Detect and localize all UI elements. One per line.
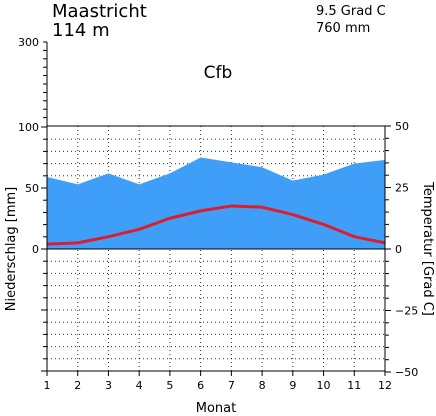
x-tick-label: 6 bbox=[197, 379, 204, 392]
left-tick-label: 0 bbox=[32, 243, 39, 256]
right-tick-label: 25 bbox=[395, 182, 409, 195]
left-tick-label: 300 bbox=[18, 36, 39, 49]
right-tick-label: −50 bbox=[395, 366, 418, 379]
x-tick-label: 10 bbox=[317, 379, 331, 392]
station-elevation: 114 m bbox=[52, 20, 110, 41]
axes bbox=[41, 41, 391, 376]
y-axis-label-right: Temperatur [Grad C] bbox=[420, 181, 435, 316]
temperature-line bbox=[46, 204, 386, 246]
station-name: Maastricht bbox=[52, 1, 147, 22]
x-tick-label: 11 bbox=[347, 379, 361, 392]
left-tick-label: 50 bbox=[25, 182, 39, 195]
x-tick-label: 9 bbox=[289, 379, 296, 392]
climate-class-label: Cfb bbox=[204, 63, 233, 83]
x-tick-label: 8 bbox=[259, 379, 266, 392]
right-tick-label: −25 bbox=[395, 305, 418, 318]
x-tick-label: 1 bbox=[44, 379, 51, 392]
x-tick-label: 4 bbox=[136, 379, 143, 392]
x-axis-label: Monat bbox=[196, 401, 236, 416]
right-tick-label: 50 bbox=[395, 120, 409, 133]
right-tick-label: 0 bbox=[395, 243, 402, 256]
x-tick-label: 3 bbox=[105, 379, 112, 392]
annual-precipitation: 760 mm bbox=[316, 21, 371, 36]
x-tick-label: 2 bbox=[74, 379, 81, 392]
x-tick-label: 12 bbox=[378, 379, 392, 392]
x-tick-label: 7 bbox=[228, 379, 235, 392]
left-tick-label: 100 bbox=[18, 121, 39, 134]
y-axis-label-left: Niederschlag [mm] bbox=[4, 187, 19, 312]
annual-mean-temperature: 9.5 Grad C bbox=[316, 4, 386, 19]
precipitation-area bbox=[47, 157, 385, 249]
x-tick-label: 5 bbox=[166, 379, 173, 392]
